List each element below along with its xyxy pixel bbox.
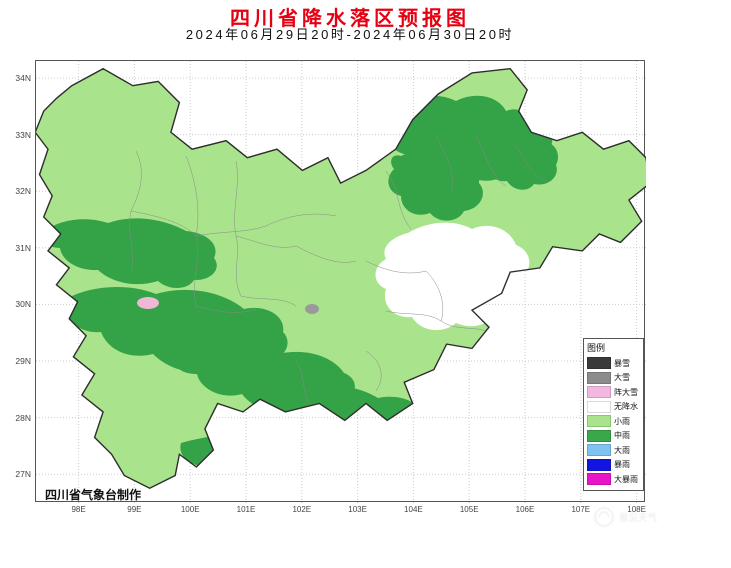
svg-text:看见天气: 看见天气: [619, 512, 658, 524]
